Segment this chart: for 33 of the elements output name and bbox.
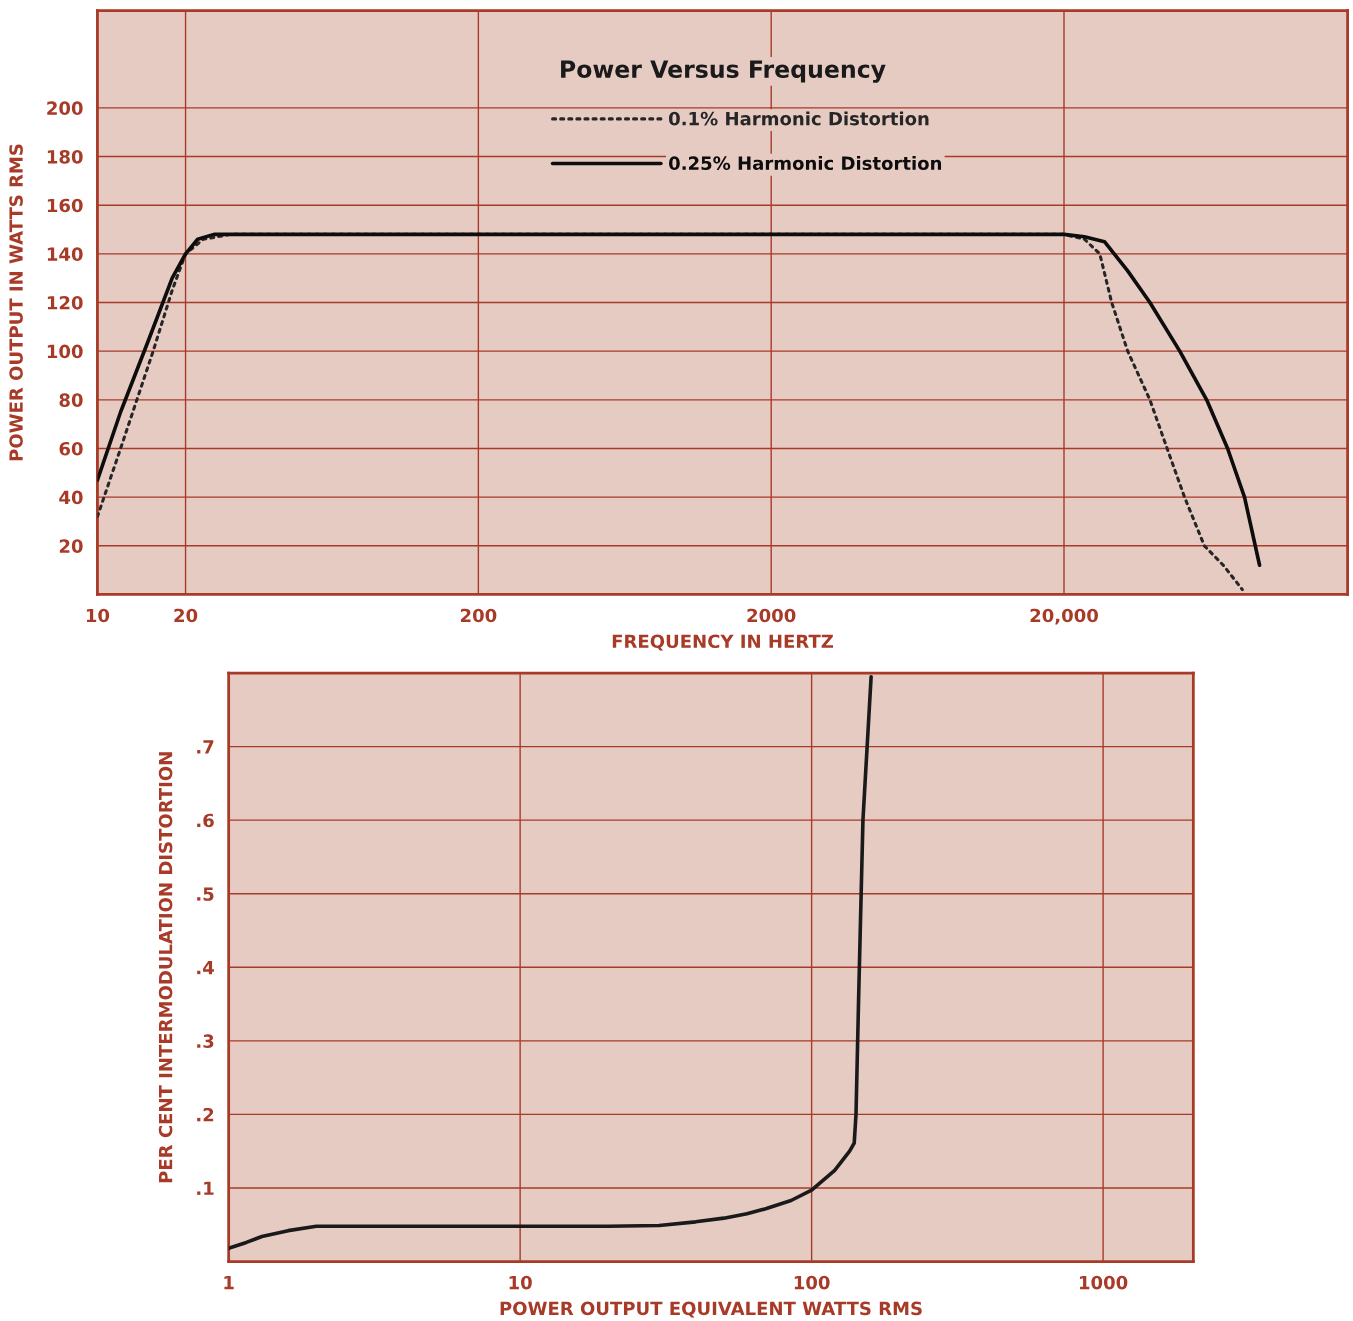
y-tick-label: .5: [197, 887, 214, 901]
x-tick-label: 200: [460, 608, 497, 623]
x-tick-label: 1: [224, 1276, 234, 1290]
x-axis-title: FREQUENCY IN HERTZ: [612, 634, 834, 651]
text: Power Versus Frequency: [561, 60, 886, 83]
x-tick-label: 2000: [747, 608, 796, 623]
y-tick-label: 40: [59, 490, 83, 505]
text: 0.1% Harmonic Distortion: [668, 111, 929, 126]
x-axis-title: POWER OUTPUT EQUIVALENT WATTS RMS: [500, 1301, 922, 1318]
x-tick-label: 10: [509, 1275, 532, 1290]
x-tick-label: 20: [174, 608, 198, 623]
y-tick-label: 140: [47, 247, 83, 261]
y-tick-label: 100: [47, 344, 83, 359]
y-tick-label: 20: [59, 539, 83, 553]
y-tick-label: 160: [47, 198, 83, 213]
y-tick-label: 80: [59, 393, 83, 407]
y-tick-label: .7: [197, 740, 214, 754]
x-tick-label: 1000: [1080, 1275, 1128, 1290]
text: 0.25% Harmonic Distortion: [668, 156, 942, 171]
y-tick-label: .2: [197, 1107, 214, 1122]
y-tick-label: 180: [47, 150, 83, 164]
x-tick-label: 100: [794, 1275, 830, 1290]
y-tick-label: .4: [197, 961, 214, 975]
y-tick-label: 120: [47, 295, 83, 310]
y-tick-label: .3: [197, 1034, 214, 1048]
y-axis-title: POWER OUTPUT IN WATTS RMS: [9, 144, 23, 461]
x-tick-label: 20,000: [1030, 608, 1098, 625]
y-tick-label: 200: [47, 101, 83, 115]
y-tick-label: .6: [197, 813, 214, 828]
y-tick-label: 60: [59, 441, 83, 456]
y-tick-label: .1: [197, 1181, 214, 1195]
y-axis-title: PER CENT INTERMODULATION DISTORTION: [158, 752, 173, 1183]
x-tick-label: 10: [86, 608, 110, 623]
